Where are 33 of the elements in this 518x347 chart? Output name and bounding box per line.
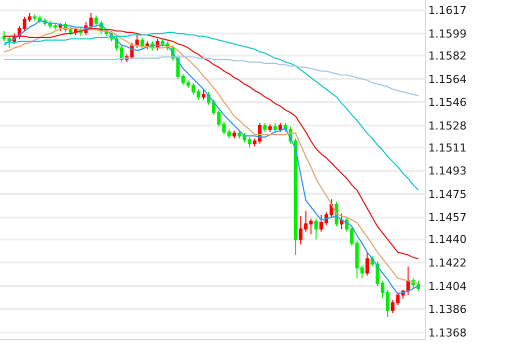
candlestick [232,130,236,139]
y-tick-label: 1.1493 [428,164,467,178]
candlestick [248,136,252,148]
y-tick-label: 1.1386 [428,303,467,316]
y-tick-label: 1.1528 [428,119,467,132]
y-tick-label: 1.1617 [428,4,467,18]
candlestick [376,260,380,286]
candlestick [360,264,364,279]
candlestick [340,212,344,230]
y-tick-label: 1.1511 [428,141,467,154]
y-tick-label: 1.1368 [428,326,467,340]
candlestick [68,26,72,36]
line-series [3,56,419,96]
candlestick [89,12,93,29]
line-series [3,32,419,191]
candlestick [268,124,272,132]
candlestick [263,122,267,132]
candlestick [278,122,282,132]
candlestick [135,34,139,48]
candlestick [273,122,277,132]
y-tick-label: 1.1564 [428,72,467,86]
candlestick [314,218,318,240]
y-tick-label: 1.1404 [428,280,467,293]
candlestick [202,88,206,100]
y-tick-label: 1.1422 [428,256,467,270]
y-tick-label: 1.1440 [428,233,467,246]
candlestick [294,138,298,256]
y-tick-label: 1.1457 [428,211,467,224]
y-tick-label: 1.1546 [428,96,467,110]
y-tick-label: 1.1582 [428,49,467,62]
y-tick-label: 1.1599 [428,27,467,40]
y-tick-label: 1.1475 [428,188,467,201]
candlestick [365,252,369,276]
